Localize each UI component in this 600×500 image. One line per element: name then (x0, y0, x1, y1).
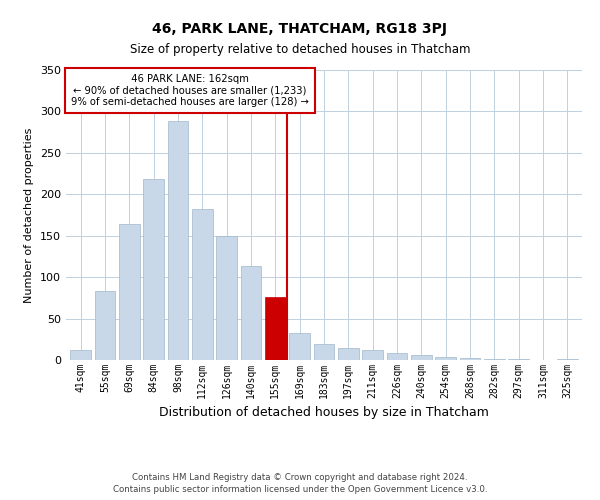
Bar (119, 224, 140, 360)
Bar (143, 180, 164, 360)
Bar (241, 266, 262, 360)
Bar (338, 348, 359, 360)
Bar (95, 291, 115, 360)
Bar (289, 332, 310, 360)
Bar (508, 359, 529, 360)
Bar (386, 352, 407, 360)
Text: 46 PARK LANE: 162sqm  
← 90% of detached houses are smaller (1,233)
9% of semi-d: 46 PARK LANE: 162sqm ← 90% of detached h… (71, 74, 309, 108)
Bar (436, 356, 456, 360)
Bar (265, 297, 286, 360)
Bar (557, 359, 578, 360)
Bar (192, 209, 212, 360)
Bar (167, 122, 188, 360)
Text: Contains public sector information licensed under the Open Government Licence v3: Contains public sector information licen… (113, 485, 487, 494)
Bar (411, 355, 432, 360)
Bar (460, 358, 481, 360)
Bar (484, 359, 505, 360)
Bar (314, 344, 334, 360)
Y-axis label: Number of detached properties: Number of detached properties (25, 128, 34, 302)
Bar (70, 350, 91, 360)
Text: 46, PARK LANE, THATCHAM, RG18 3PJ: 46, PARK LANE, THATCHAM, RG18 3PJ (152, 22, 448, 36)
X-axis label: Distribution of detached houses by size in Thatcham: Distribution of detached houses by size … (159, 406, 489, 420)
Text: Contains HM Land Registry data © Crown copyright and database right 2024.: Contains HM Land Registry data © Crown c… (132, 472, 468, 482)
Bar (216, 236, 237, 360)
Text: Size of property relative to detached houses in Thatcham: Size of property relative to detached ho… (130, 42, 470, 56)
Bar (362, 350, 383, 360)
